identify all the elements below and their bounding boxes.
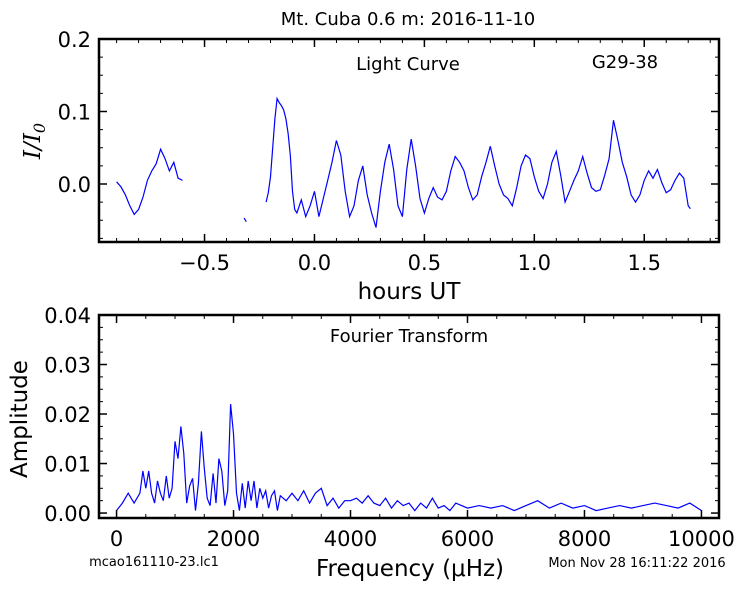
figure-title: Mt. Cuba 0.6 m: 2016-11-10 bbox=[281, 9, 535, 30]
p1-series-line-1 bbox=[243, 217, 247, 223]
fourier-transform-series bbox=[116, 404, 702, 512]
timestamp: Mon Nov 28 16:11:22 2016 bbox=[548, 556, 725, 571]
p1-series-line-0 bbox=[116, 147, 183, 216]
fourier-transform-panel-label: Fourier Transform bbox=[330, 326, 488, 347]
light-curve-series bbox=[116, 96, 691, 228]
y-tick-label: 0.00 bbox=[44, 502, 91, 526]
fourier-x-axis-label: Frequency (μHz) bbox=[316, 556, 504, 582]
p2-series-line-0 bbox=[116, 404, 702, 512]
x-tick-label: 1.5 bbox=[628, 251, 661, 275]
x-tick-label: 2000 bbox=[207, 527, 260, 551]
light-curve-y-axis-label: I/I0 bbox=[20, 123, 49, 160]
y-tick-label: 0.1 bbox=[58, 101, 91, 125]
x-tick-label: −0.5 bbox=[179, 251, 230, 275]
y-tick-label: 0.03 bbox=[44, 354, 91, 378]
p1-series-line-2 bbox=[265, 96, 691, 228]
x-tick-label: 8000 bbox=[558, 527, 611, 551]
x-tick-label: 1.0 bbox=[518, 251, 551, 275]
x-tick-label: 0.0 bbox=[298, 251, 331, 275]
data-file-name: mcao161110-23.lc1 bbox=[89, 555, 219, 570]
fourier-y-axis-label: Amplitude bbox=[7, 360, 33, 478]
x-tick-label: 4000 bbox=[324, 527, 377, 551]
x-tick-label: 6000 bbox=[441, 527, 494, 551]
light-curve-ticks: −0.5 0.0 0.5 1.0 1.5 0.0 0.1 0.2 bbox=[58, 28, 719, 275]
light-curve-axes-frame bbox=[97, 37, 721, 244]
light-curve-panel: −0.5 0.0 0.5 1.0 1.5 0.0 0.1 0.2 Light Curve G2… bbox=[20, 28, 721, 305]
y-tick-label: 0.0 bbox=[58, 173, 91, 197]
x-tick-label: 0 bbox=[110, 527, 123, 551]
y-tick-label: 0.02 bbox=[44, 403, 91, 427]
y-tick-label: 0.2 bbox=[58, 28, 91, 52]
fourier-transform-panel: 0 2000 4000 6000 8000 10000 0.00 0.01 0.02 0.03 0.… bbox=[7, 304, 735, 582]
light-curve-x-axis-label: hours UT bbox=[358, 279, 462, 305]
fourier-transform-ticks: 0 2000 4000 6000 8000 10000 0.00 0.01 0.02 0.03 0.… bbox=[44, 304, 735, 551]
y-tick-label: 0.04 bbox=[44, 304, 91, 328]
light-curve-panel-label: Light Curve bbox=[356, 54, 460, 75]
x-tick-label: 0.5 bbox=[408, 251, 441, 275]
star-name-annotation: G29-38 bbox=[592, 52, 658, 73]
y-tick-label: 0.01 bbox=[44, 453, 91, 477]
x-tick-label: 10000 bbox=[668, 527, 735, 551]
